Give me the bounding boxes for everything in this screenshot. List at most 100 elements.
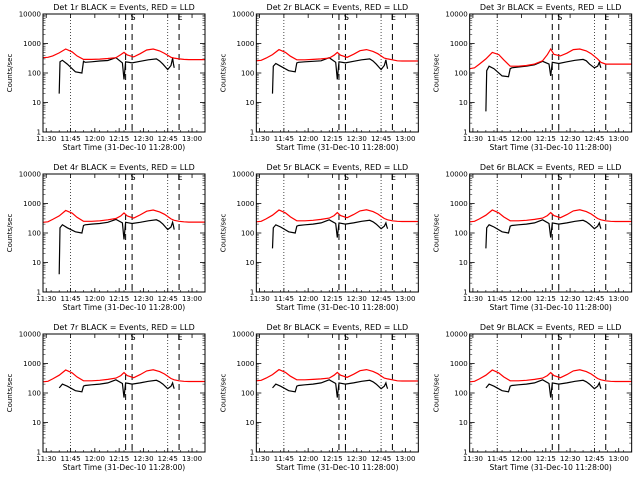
series-events [485, 379, 602, 398]
x-tick-label: 12:45 [158, 455, 178, 463]
plot-frame [469, 173, 633, 293]
y-tick-label: 10 [32, 419, 41, 427]
x-tick-label: 12:00 [85, 135, 105, 143]
chart-panel-7: Det 7r BLACK = Events, RED = LLD 11:30 11:… [6, 323, 206, 472]
y-tick-label: 1000 [23, 200, 41, 208]
marker-label-E: E [604, 173, 609, 182]
y-tick-label: 1 [37, 289, 41, 297]
series-lld [42, 209, 205, 223]
y-tick-label: 10 [245, 99, 254, 107]
x-axis-label: Start Time (31-Dec-10 11:28:00) [276, 303, 398, 312]
y-axis-label: Counts/sec [433, 214, 441, 253]
chart-title: Det 1r BLACK = Events, RED = LLD [53, 3, 195, 12]
x-tick-label: 12:15 [322, 135, 342, 143]
marker-label-E: E [178, 13, 183, 22]
x-tick-label: 12:30 [347, 135, 367, 143]
marker-label-S: S [557, 13, 562, 22]
x-tick-label: 11:45 [60, 135, 80, 143]
series-events [58, 57, 175, 94]
x-tick-label: 12:30 [133, 135, 153, 143]
y-tick-label: 1000 [237, 40, 255, 48]
y-tick-label: 100 [454, 230, 467, 238]
x-tick-label: 12:15 [109, 295, 129, 303]
x-tick-label: 13:00 [395, 455, 415, 463]
y-tick-label: 100 [28, 70, 41, 78]
x-tick-label: 12:00 [298, 135, 318, 143]
x-tick-label: 12:00 [85, 295, 105, 303]
x-axis-label: Start Time (31-Dec-10 11:28:00) [489, 463, 611, 472]
y-tick-label: 100 [454, 390, 467, 398]
x-tick-label: 12:00 [511, 455, 531, 463]
series-events [271, 57, 389, 94]
y-tick-label: 10000 [232, 331, 254, 339]
x-tick-label: 12:15 [536, 455, 556, 463]
chart-panel-3: Det 3r BLACK = Events, RED = LLD 11:30 11:… [433, 3, 633, 152]
x-tick-label: 13:00 [609, 455, 629, 463]
x-tick-label: 12:45 [371, 295, 391, 303]
x-tick-label: 12:45 [371, 135, 391, 143]
x-axis-label: Start Time (31-Dec-10 11:28:00) [489, 143, 611, 152]
y-tick-label: 1 [463, 449, 467, 457]
marker-label-E: E [178, 173, 183, 182]
y-tick-label: 1000 [237, 200, 255, 208]
y-tick-label: 10000 [232, 171, 254, 179]
x-tick-label: 12:45 [584, 135, 604, 143]
x-tick-label: 12:30 [347, 295, 367, 303]
x-tick-label: 13:00 [395, 135, 415, 143]
marker-label-E: E [604, 13, 609, 22]
x-tick-label: 11:45 [487, 135, 507, 143]
plot-frame [42, 173, 206, 293]
y-tick-label: 1 [37, 129, 41, 137]
x-tick-label: 12:15 [322, 295, 342, 303]
chart-title: Det 6r BLACK = Events, RED = LLD [480, 163, 622, 172]
chart-title: Det 3r BLACK = Events, RED = LLD [480, 3, 622, 12]
chart-title: Det 2r BLACK = Events, RED = LLD [267, 3, 409, 12]
y-tick-label: 1 [250, 289, 254, 297]
y-tick-label: 1000 [450, 200, 468, 208]
x-tick-label: 12:30 [560, 455, 580, 463]
chart-panel-2: Det 2r BLACK = Events, RED = LLD 11:30 11:… [219, 3, 419, 152]
y-tick-label: 100 [454, 70, 467, 78]
chart-panel-5: Det 5r BLACK = Events, RED = LLD 11:30 11:… [219, 163, 419, 312]
x-tick-label: 12:30 [560, 135, 580, 143]
marker-label-E: E [391, 333, 396, 342]
series-events [485, 58, 602, 112]
y-tick-label: 10000 [232, 11, 254, 19]
chart-panel-8: Det 8r BLACK = Events, RED = LLD 11:30 11:… [219, 323, 419, 472]
x-tick-label: 13:00 [182, 455, 202, 463]
series-events [58, 379, 175, 398]
marker-label-S: S [131, 173, 136, 182]
x-tick-label: 12:15 [109, 135, 129, 143]
x-axis-label: Start Time (31-Dec-10 11:28:00) [276, 143, 398, 152]
series-lld [256, 368, 419, 382]
y-axis-label: Counts/sec [219, 374, 227, 413]
y-tick-label: 10 [32, 259, 41, 267]
y-tick-label: 10 [245, 419, 254, 427]
y-tick-label: 10 [459, 259, 468, 267]
x-tick-label: 12:30 [560, 295, 580, 303]
marker-label-E: E [604, 333, 609, 342]
series-events [271, 219, 389, 249]
x-axis-label: Start Time (31-Dec-10 11:28:00) [63, 463, 185, 472]
y-tick-label: 1000 [23, 360, 41, 368]
chart-panel-1: Det 1r BLACK = Events, RED = LLD 11:30 11:… [6, 3, 206, 152]
y-axis-label: Counts/sec [433, 374, 441, 413]
x-tick-label: 12:45 [584, 295, 604, 303]
plot-frame [255, 13, 419, 133]
x-tick-label: 12:15 [109, 455, 129, 463]
marker-label-S: S [344, 333, 349, 342]
x-axis-label: Start Time (31-Dec-10 11:28:00) [489, 303, 611, 312]
x-axis-label: Start Time (31-Dec-10 11:28:00) [276, 463, 398, 472]
marker-label-S: S [557, 333, 562, 342]
x-tick-label: 11:45 [274, 295, 294, 303]
marker-label-S: S [557, 173, 562, 182]
y-axis-label: Counts/sec [6, 214, 14, 253]
y-tick-label: 1 [250, 129, 254, 137]
x-tick-label: 12:00 [298, 455, 318, 463]
x-tick-label: 13:00 [182, 295, 202, 303]
x-tick-label: 12:15 [536, 135, 556, 143]
x-tick-label: 11:30 [463, 135, 483, 143]
x-tick-label: 13:00 [182, 135, 202, 143]
chart-title: Det 9r BLACK = Events, RED = LLD [480, 323, 622, 332]
